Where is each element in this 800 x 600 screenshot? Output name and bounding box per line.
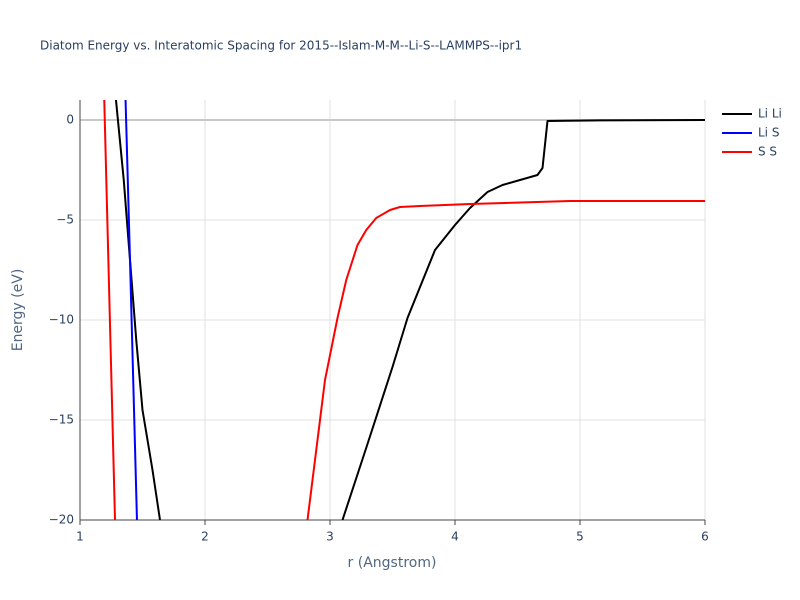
y-tick-label: −15: [49, 413, 74, 427]
legend-label: Li S: [758, 126, 779, 140]
legend-label: Li Li: [758, 107, 782, 121]
y-axis-title: Energy (eV): [10, 269, 26, 352]
y-tick-label: 0: [66, 113, 74, 127]
y-tick-label: −10: [49, 313, 74, 327]
legend: Li Li Li S S S: [722, 107, 782, 159]
line-series: [114, 100, 705, 520]
plot-area: [103, 100, 705, 520]
legend-label: S S: [758, 145, 777, 159]
x-tick-label: 3: [326, 530, 334, 544]
x-axis-title: r (Angstrom): [348, 555, 437, 571]
y-tick-label: −20: [49, 513, 74, 527]
line-series: [103, 100, 705, 520]
chart-title: Diatom Energy vs. Interatomic Spacing fo…: [40, 39, 522, 53]
x-tick-label: 1: [76, 530, 84, 544]
x-tick-label: 2: [201, 530, 209, 544]
x-tick-label: 6: [701, 530, 709, 544]
x-tick-label: 5: [576, 530, 584, 544]
grid: 1 2 3 4 5 6 −20 −15 −10 −5 0: [49, 100, 709, 544]
y-tick-label: −5: [56, 213, 74, 227]
line-series: [124, 100, 138, 520]
x-tick-label: 4: [451, 530, 459, 544]
